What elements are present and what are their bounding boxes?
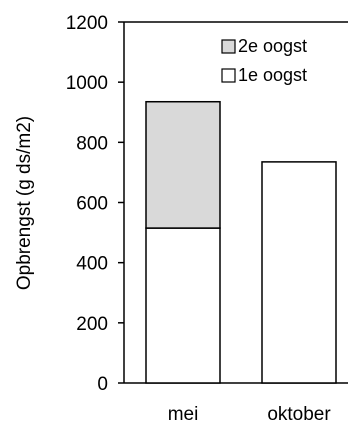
x-tick-label-mei: mei (168, 404, 199, 425)
bar-mei-1e-oogst (145, 227, 221, 384)
legend-swatch-2e-oogst (221, 39, 236, 54)
bar-mei-2e-oogst (145, 100, 221, 229)
y-axis-label: Opbrengst (g ds/m2) (14, 116, 35, 290)
y-tick-label: 600 (76, 194, 108, 215)
legend-label-1e-oogst: 1e oogst (238, 65, 307, 85)
y-tick-label: 1200 (66, 13, 108, 34)
legend-label-2e-oogst: 2e oogst (238, 36, 307, 56)
y-tick-label: 0 (97, 374, 108, 395)
y-tick-group: 0 200 400 600 800 1000 1200 (66, 13, 124, 395)
y-tick-label: 1000 (66, 73, 108, 94)
legend: 2e oogst 1e oogst (221, 36, 307, 85)
bar-oktober-1e-oogst (261, 161, 337, 384)
y-tick-label: 200 (76, 314, 108, 335)
y-tick-label: 800 (76, 133, 108, 154)
legend-swatch-1e-oogst (221, 68, 236, 83)
y-tick-label: 400 (76, 254, 108, 275)
x-tick-label-oktober: oktober (267, 404, 331, 425)
bars-group (145, 100, 337, 384)
